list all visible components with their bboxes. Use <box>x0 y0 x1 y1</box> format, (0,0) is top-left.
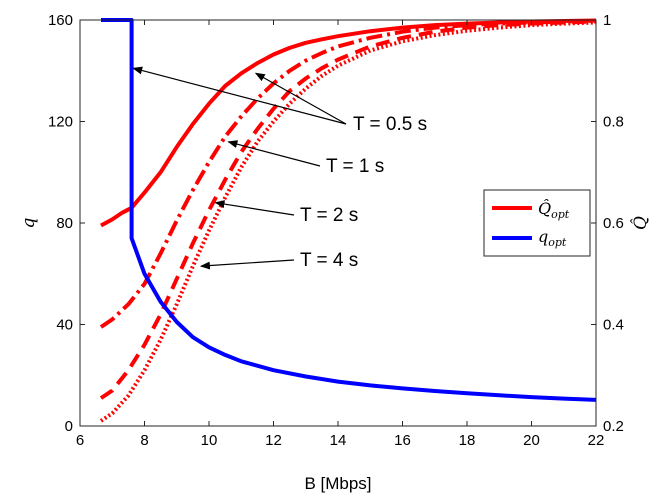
y-right-tick-label: 0.2 <box>603 418 624 435</box>
y-left-tick-label: 0 <box>65 418 73 435</box>
x-tick-label: 14 <box>330 432 347 449</box>
x-tick-label: 12 <box>265 432 282 449</box>
annotation-label: T = 4 s <box>300 250 358 271</box>
y-left-tick-label: 120 <box>48 114 73 131</box>
legend-label-qhat: Q̂opt <box>538 199 570 221</box>
annotation-arrow <box>199 259 295 270</box>
annotation-label: T = 0.5 s <box>353 114 427 135</box>
y-left-tick-label: 80 <box>56 215 73 232</box>
y-left-tick-label: 160 <box>48 12 73 29</box>
series-line-1 <box>99 19 597 329</box>
x-tick-label: 6 <box>76 432 84 449</box>
y-right-tick-label: 0.8 <box>603 114 624 131</box>
series-line-3 <box>99 20 597 423</box>
annotation-arrow <box>227 140 321 167</box>
annotation-arrow <box>132 66 347 125</box>
x-tick-label: 18 <box>459 432 476 449</box>
series-layer <box>99 18 597 423</box>
annotation-layer: T = 0.5 s T = 1 s T = 2 s T = 4 s <box>132 66 427 271</box>
series-line-2 <box>99 19 597 400</box>
x-axis-label: B [Mbps] <box>304 474 371 493</box>
tick-layer: 6 8 10 12 14 16 18 20 22 0 40 80 120 160 0.2 0.4 0.6 0.8 1 <box>48 12 624 449</box>
y-right-tick-label: 0.6 <box>603 215 624 232</box>
annotation-label: T = 1 s <box>326 156 384 177</box>
legend-box <box>483 189 591 257</box>
annotation-arrow <box>214 200 295 216</box>
y-axis-right-label: Q̂ <box>631 216 651 230</box>
y-right-tick-label: 1 <box>603 12 611 29</box>
x-tick-label: 16 <box>394 432 411 449</box>
legend: Q̂opt qopt <box>483 189 591 257</box>
y-right-tick-label: 0.4 <box>603 317 624 334</box>
x-tick-label: 20 <box>523 432 540 449</box>
annotation-label: T = 2 s <box>300 205 358 226</box>
x-tick-label: 8 <box>140 432 148 449</box>
y-left-tick-label: 40 <box>56 317 73 334</box>
series-line-4 <box>101 18 597 402</box>
x-tick-label: 10 <box>201 432 218 449</box>
x-tick-label: 22 <box>588 432 605 449</box>
y-axis-left-label: q <box>19 217 39 228</box>
annotation-arrow <box>254 72 347 125</box>
legend-label-q: qopt <box>538 227 567 249</box>
